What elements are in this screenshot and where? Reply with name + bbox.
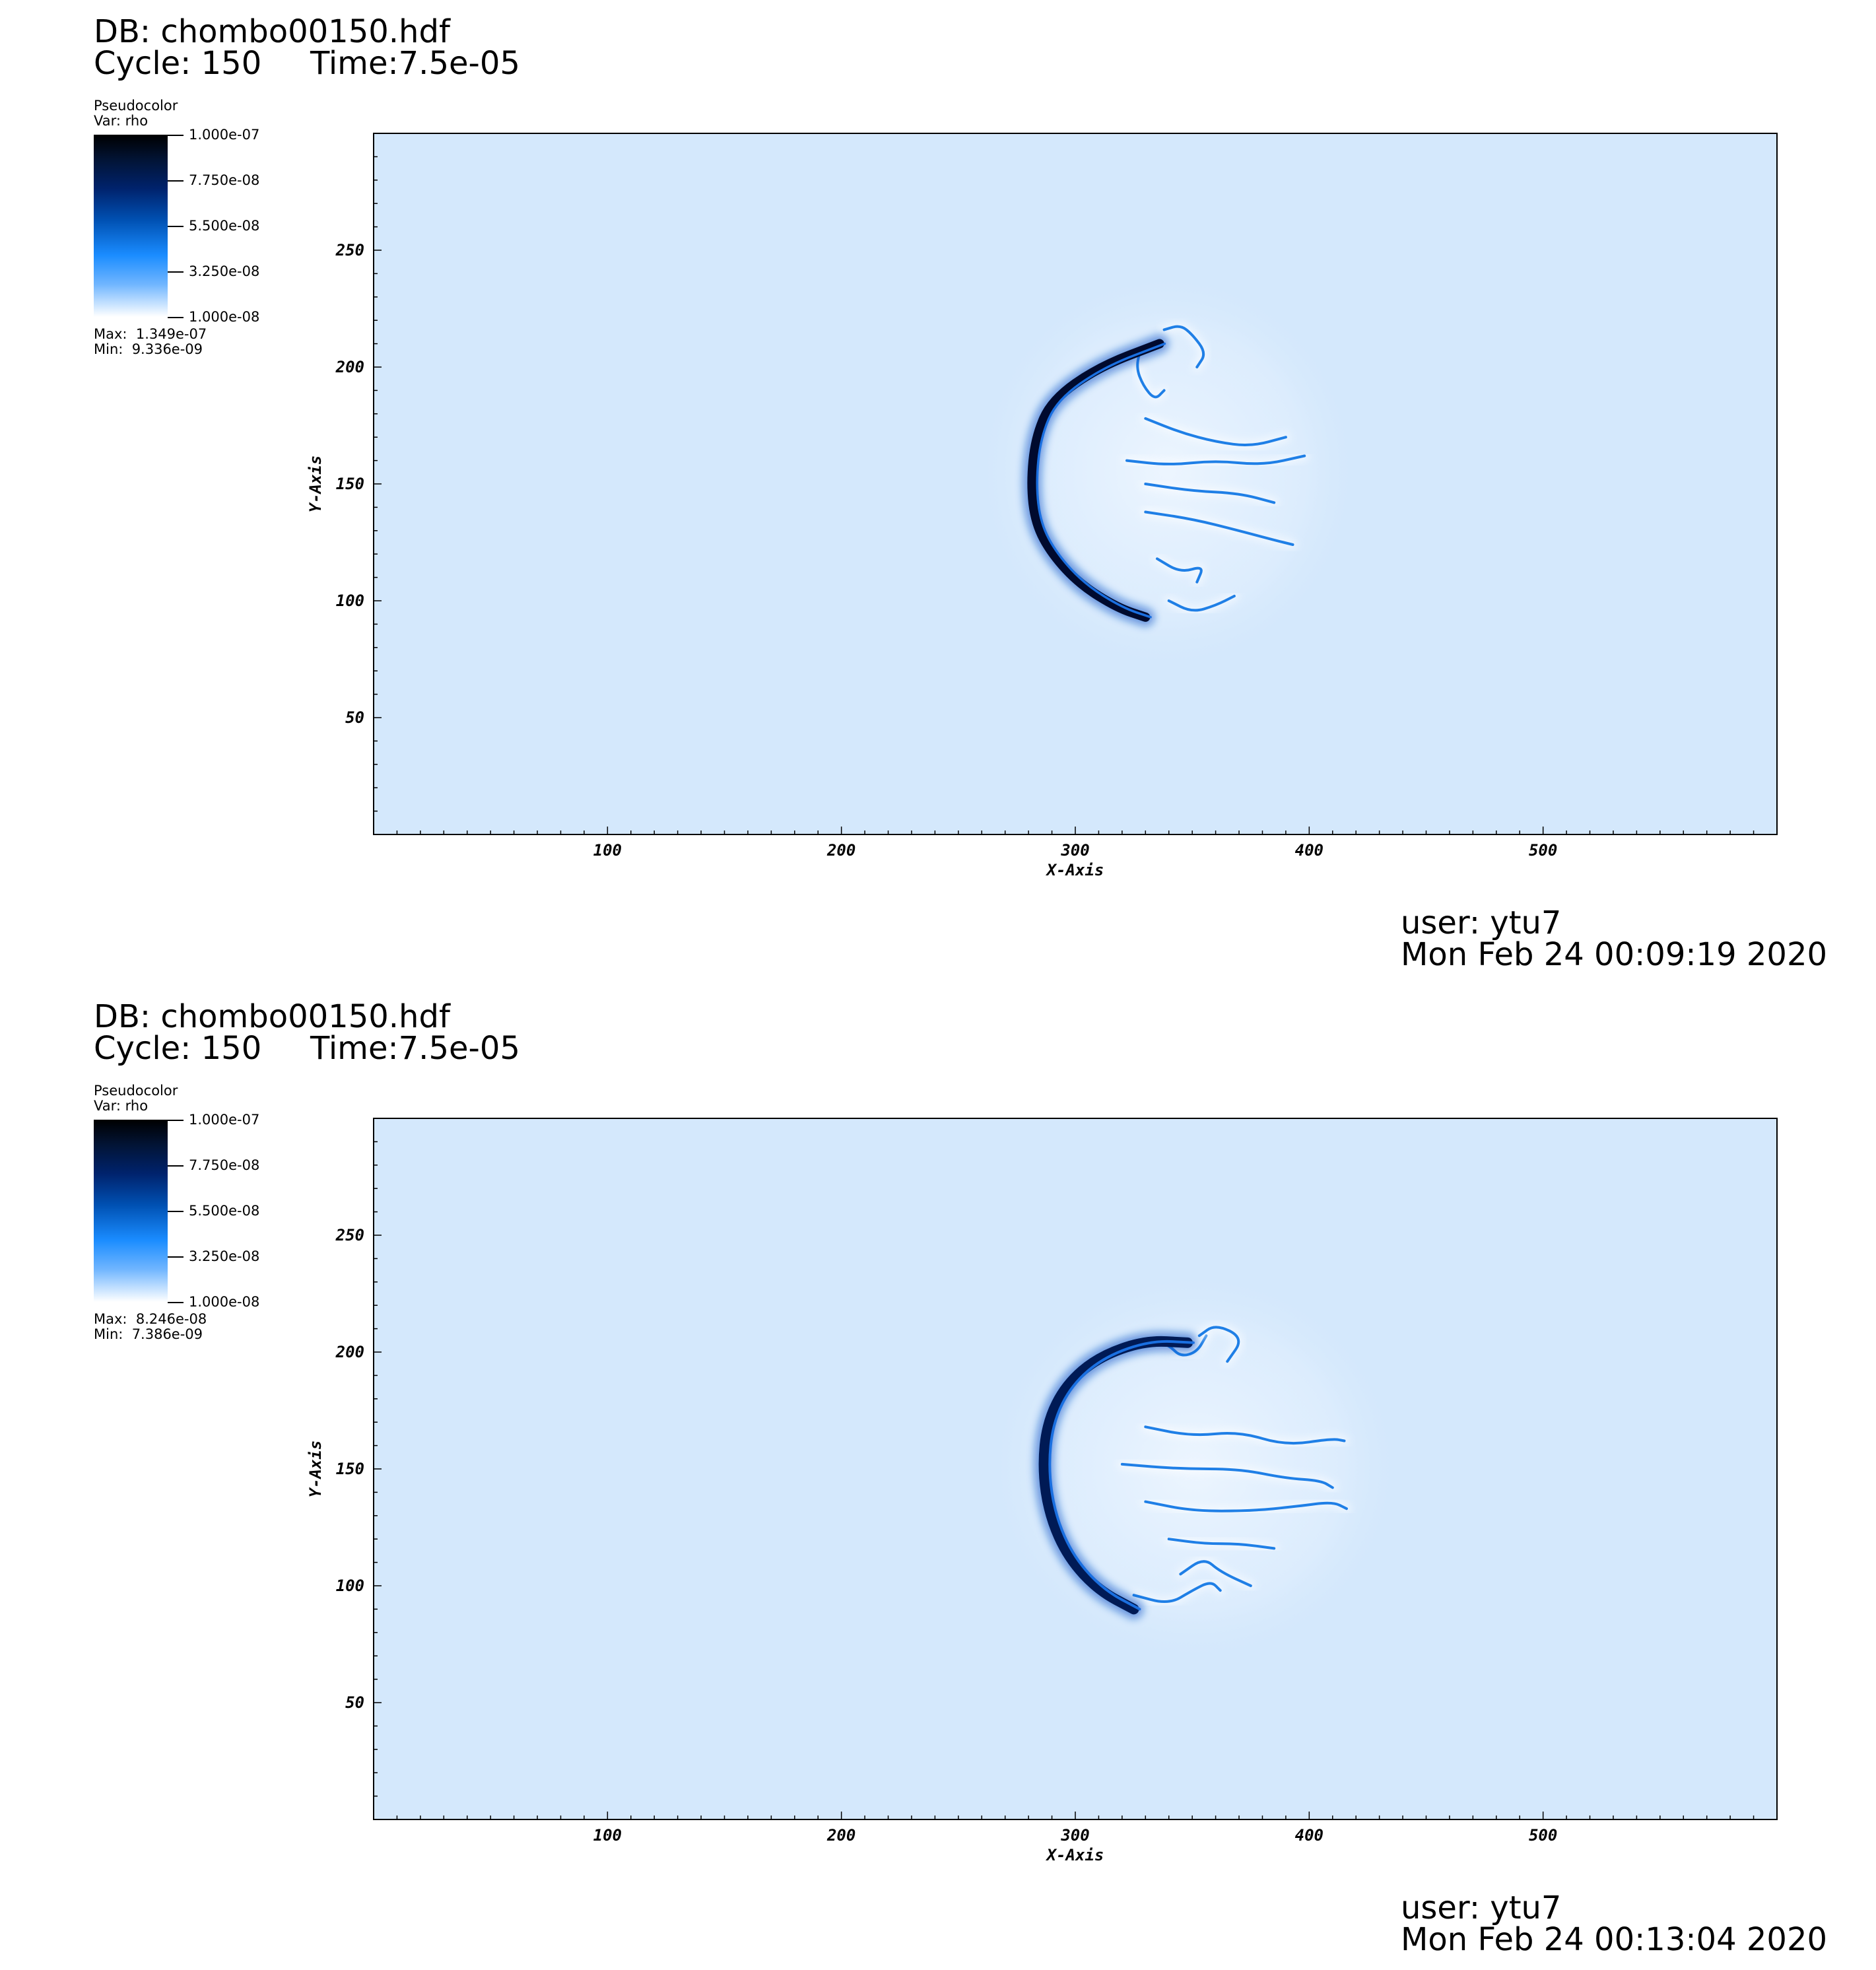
- filament-line: [1144, 1500, 1348, 1512]
- colorbar-tick: [168, 1256, 184, 1258]
- colorbar: [94, 135, 168, 317]
- y-axis-title: Y-Axis: [306, 456, 325, 513]
- filament-line: [1156, 557, 1203, 584]
- x-tick-label: 100: [593, 1826, 622, 1845]
- filament-line: [1125, 454, 1306, 465]
- x-tick-label: 500: [1529, 1826, 1557, 1845]
- colorbar-tick-label: 5.500e-08: [189, 218, 260, 234]
- colorbar-tick: [168, 226, 184, 227]
- legend-variable: Var: rho: [94, 113, 149, 129]
- x-tick-label: 100: [593, 841, 622, 860]
- colorbar-tick-label: 1.000e-08: [189, 1294, 260, 1310]
- plot-panel: DB: chombo00150.hdf Cycle: 150 Time:7.5e…: [94, 13, 1828, 973]
- x-tick-label: 500: [1529, 841, 1557, 860]
- legend-plot-type: Pseudocolor: [94, 1083, 178, 1099]
- filament-line: [1179, 1560, 1252, 1587]
- colorbar-tick-label: 7.750e-08: [189, 172, 260, 188]
- shock-front-inner-edge: [1048, 1340, 1195, 1611]
- legend-plot-type: Pseudocolor: [94, 98, 178, 114]
- x-tick-label: 200: [826, 1826, 855, 1845]
- y-tick-label: 200: [335, 1343, 364, 1361]
- date-label: Mon Feb 24 00:09:19 2020: [1401, 936, 1828, 973]
- colorbar-tick: [168, 1211, 184, 1212]
- colorbar-tick-label: 5.500e-08: [189, 1203, 260, 1219]
- shock-front-inner-edge: [1036, 342, 1166, 619]
- colorbar-tick-label: 3.250e-08: [189, 1248, 260, 1264]
- y-tick-label: 200: [335, 358, 364, 376]
- x-tick-label: 300: [1060, 1826, 1089, 1845]
- colorbar-tick: [168, 271, 184, 273]
- density-plot: 100 200 300 400 500 50 100 150 200 250 X-Axis Y-Axi…: [306, 133, 1778, 879]
- x-axis-title: X-Axis: [1046, 1846, 1104, 1864]
- x-tick-label: 300: [1060, 841, 1089, 860]
- legend-max-value: Max: 8.246e-08: [94, 1311, 207, 1327]
- y-axis-title: Y-Axis: [306, 1441, 325, 1498]
- filament-line: [1197, 1326, 1240, 1363]
- filament-line: [1144, 510, 1294, 546]
- filament-line: [1167, 594, 1236, 612]
- colorbar-tick-label: 1.000e-08: [189, 309, 260, 325]
- y-tick-label: 50: [345, 708, 364, 727]
- y-tick-label: 150: [336, 475, 364, 493]
- density-plot: 100 200 300 400 500 50 100 150 200 250 X-Axis Y-Axi…: [306, 1118, 1778, 1864]
- colorbar: [94, 1120, 168, 1302]
- y-tick-label: 100: [336, 592, 364, 610]
- filament-line: [1167, 1538, 1276, 1550]
- user-label: user: ytu7: [1401, 904, 1562, 941]
- legend-variable: Var: rho: [94, 1098, 149, 1114]
- time-label: Time:7.5e-05: [310, 45, 520, 82]
- y-tick-label: 100: [336, 1577, 364, 1595]
- colorbar-tick: [168, 180, 184, 182]
- x-tick-label: 400: [1295, 841, 1323, 860]
- y-tick-label: 250: [335, 241, 364, 259]
- colorbar-tick-label: 7.750e-08: [189, 1157, 260, 1173]
- legend-max-value: Max: 1.349e-07: [94, 326, 207, 342]
- user-label: user: ytu7: [1401, 1889, 1562, 1926]
- filament-line: [1132, 1582, 1222, 1604]
- colorbar-tick: [168, 1120, 184, 1121]
- filament-line: [1144, 1425, 1346, 1445]
- cycle-label: Cycle: 150: [94, 45, 262, 82]
- plot-panel: DB: chombo00150.hdf Cycle: 150 Time:7.5e…: [0, 985, 1876, 1970]
- x-tick-label: 200: [826, 841, 855, 860]
- filament-line: [1144, 417, 1287, 446]
- y-tick-label: 250: [335, 1226, 364, 1244]
- colorbar-tick-label: 1.000e-07: [189, 1112, 260, 1128]
- database-label: DB: chombo00150.hdf: [94, 998, 450, 1035]
- legend-min-value: Min: 9.336e-09: [94, 341, 203, 357]
- colorbar-tick-label: 3.250e-08: [189, 263, 260, 279]
- legend-min-value: Min: 7.386e-09: [94, 1326, 203, 1342]
- x-tick-label: 400: [1295, 1826, 1323, 1845]
- filament-line: [1162, 325, 1205, 368]
- filament-line: [1120, 1462, 1334, 1489]
- colorbar-tick-label: 1.000e-07: [189, 127, 260, 143]
- cycle-label: Cycle: 150: [94, 1030, 262, 1067]
- shock-front: [1027, 339, 1164, 622]
- filament-line: [1144, 483, 1276, 504]
- database-label: DB: chombo00150.hdf: [94, 13, 450, 50]
- x-axis-title: X-Axis: [1046, 861, 1104, 879]
- y-tick-label: 50: [345, 1693, 364, 1712]
- colorbar-tick: [168, 1302, 184, 1303]
- y-tick-label: 150: [336, 1460, 364, 1478]
- colorbar-tick: [168, 135, 184, 136]
- colorbar-tick: [168, 317, 184, 318]
- time-label: Time:7.5e-05: [310, 1030, 520, 1067]
- date-label: Mon Feb 24 00:13:04 2020: [1401, 1921, 1828, 1958]
- colorbar-tick: [168, 1165, 184, 1167]
